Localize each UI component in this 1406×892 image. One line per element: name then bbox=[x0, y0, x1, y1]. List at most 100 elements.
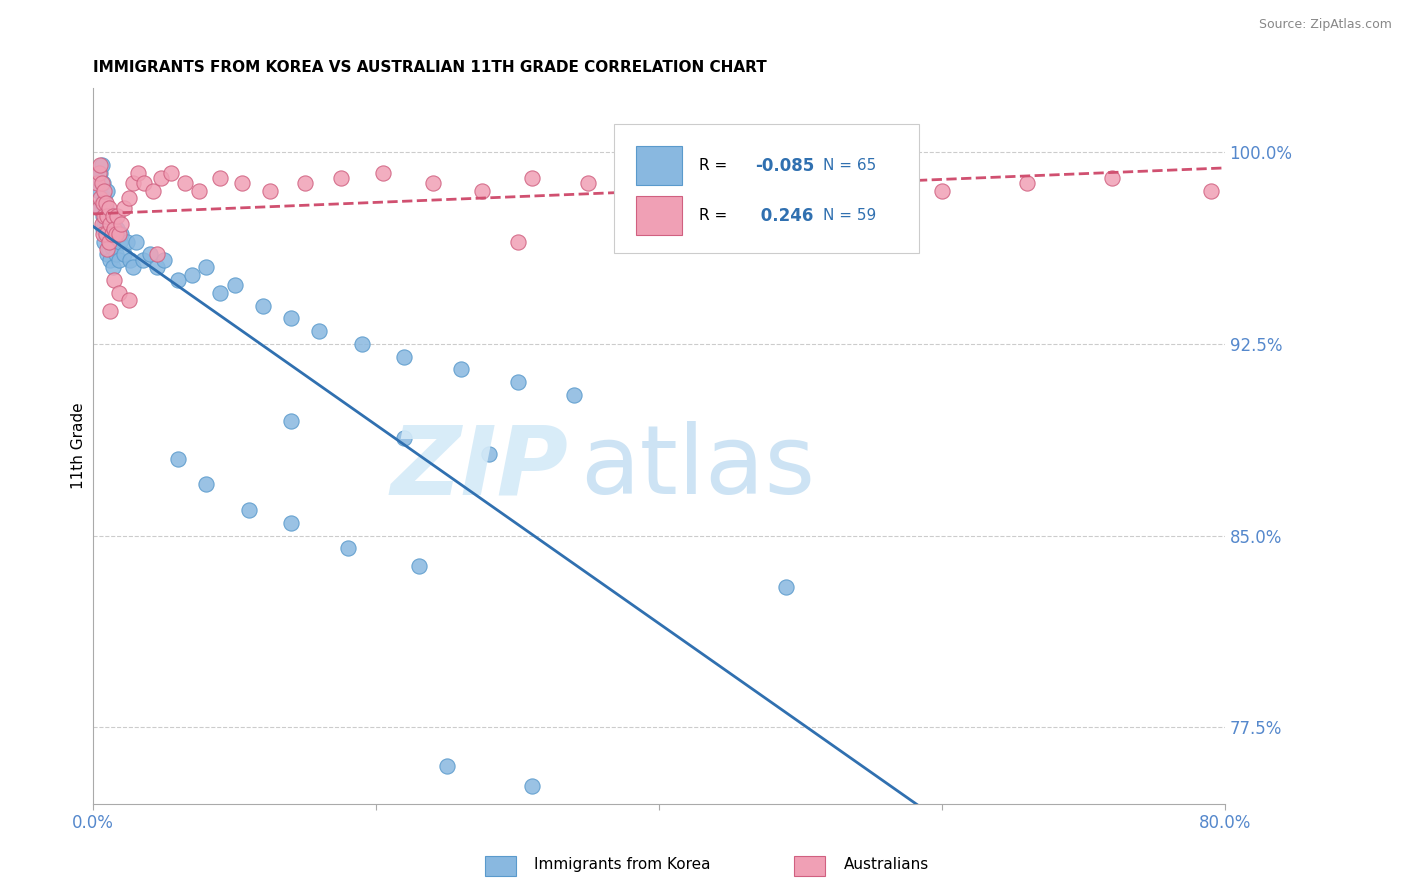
Text: ZIP: ZIP bbox=[391, 421, 568, 514]
Point bbox=[97, 202, 120, 216]
Point bbox=[931, 184, 953, 198]
Point bbox=[100, 209, 122, 223]
Point bbox=[89, 191, 111, 205]
Text: IMMIGRANTS FROM KOREA VS AUSTRALIAN 11TH GRADE CORRELATION CHART: IMMIGRANTS FROM KOREA VS AUSTRALIAN 11TH… bbox=[93, 60, 766, 75]
Point bbox=[90, 196, 112, 211]
Point bbox=[704, 176, 727, 190]
FancyBboxPatch shape bbox=[613, 124, 920, 252]
Point bbox=[308, 324, 330, 338]
Point bbox=[1015, 176, 1038, 190]
Point bbox=[107, 285, 129, 300]
Point bbox=[96, 184, 118, 198]
Point bbox=[87, 166, 110, 180]
Point bbox=[329, 170, 352, 185]
Point bbox=[112, 202, 135, 216]
Point bbox=[93, 235, 115, 249]
Point bbox=[91, 196, 114, 211]
Point bbox=[422, 176, 444, 190]
Point bbox=[127, 166, 149, 180]
Point bbox=[775, 170, 797, 185]
Text: Immigrants from Korea: Immigrants from Korea bbox=[534, 857, 711, 872]
Point bbox=[146, 247, 169, 261]
Point bbox=[90, 158, 112, 172]
Point bbox=[224, 278, 246, 293]
Point bbox=[100, 227, 122, 241]
Point bbox=[117, 191, 139, 205]
Point bbox=[90, 217, 112, 231]
Point bbox=[280, 413, 302, 427]
Point bbox=[294, 176, 316, 190]
Point bbox=[252, 299, 274, 313]
Point bbox=[506, 375, 529, 389]
Point bbox=[86, 176, 108, 190]
Point bbox=[89, 166, 111, 180]
Point bbox=[97, 235, 120, 249]
Point bbox=[231, 176, 253, 190]
Point bbox=[373, 166, 395, 180]
Point bbox=[87, 202, 110, 216]
Point bbox=[139, 247, 162, 261]
Text: R =: R = bbox=[699, 208, 731, 223]
Y-axis label: 11th Grade: 11th Grade bbox=[72, 403, 86, 490]
Point bbox=[121, 260, 143, 275]
Point bbox=[846, 176, 869, 190]
Point bbox=[98, 222, 121, 236]
Point bbox=[195, 260, 218, 275]
Point bbox=[471, 184, 494, 198]
Point bbox=[86, 170, 108, 185]
Point bbox=[110, 217, 132, 231]
Point bbox=[188, 184, 211, 198]
Point bbox=[121, 176, 143, 190]
Point bbox=[96, 217, 118, 231]
Point bbox=[160, 166, 183, 180]
Point bbox=[112, 247, 135, 261]
Point bbox=[101, 227, 124, 241]
Point bbox=[118, 252, 141, 267]
Point bbox=[107, 252, 129, 267]
Point bbox=[132, 176, 155, 190]
Bar bbox=[637, 195, 682, 235]
Point bbox=[181, 268, 204, 282]
Bar bbox=[637, 145, 682, 185]
Point bbox=[336, 541, 359, 556]
Point bbox=[167, 451, 190, 466]
Point bbox=[96, 242, 118, 256]
Point bbox=[103, 222, 125, 236]
Point bbox=[101, 209, 124, 223]
Text: atlas: atlas bbox=[579, 421, 815, 514]
Point bbox=[520, 170, 543, 185]
Point bbox=[94, 227, 117, 241]
Point bbox=[104, 247, 127, 261]
Point bbox=[1101, 170, 1123, 185]
Text: Australians: Australians bbox=[844, 857, 929, 872]
Point bbox=[97, 242, 120, 256]
Point bbox=[259, 184, 281, 198]
Point bbox=[97, 209, 120, 223]
Point bbox=[280, 311, 302, 326]
Point bbox=[775, 580, 797, 594]
Point bbox=[394, 432, 416, 446]
Point bbox=[153, 252, 176, 267]
Point bbox=[100, 240, 122, 254]
Point bbox=[108, 235, 131, 249]
Point bbox=[89, 202, 111, 216]
Point bbox=[506, 235, 529, 249]
Point bbox=[93, 217, 115, 231]
Text: -0.085: -0.085 bbox=[755, 157, 814, 175]
Point bbox=[93, 209, 115, 223]
Point bbox=[94, 227, 117, 241]
Point bbox=[576, 176, 599, 190]
Point bbox=[209, 285, 232, 300]
Point bbox=[195, 477, 218, 491]
Point bbox=[117, 293, 139, 308]
Point bbox=[98, 252, 121, 267]
Text: 0.246: 0.246 bbox=[755, 207, 814, 225]
Text: N = 65: N = 65 bbox=[823, 158, 876, 173]
Point bbox=[142, 184, 165, 198]
Point bbox=[96, 209, 118, 223]
Point bbox=[96, 247, 118, 261]
Text: N = 59: N = 59 bbox=[823, 208, 876, 223]
Point bbox=[478, 447, 501, 461]
Point bbox=[408, 559, 430, 574]
Point bbox=[93, 184, 115, 198]
